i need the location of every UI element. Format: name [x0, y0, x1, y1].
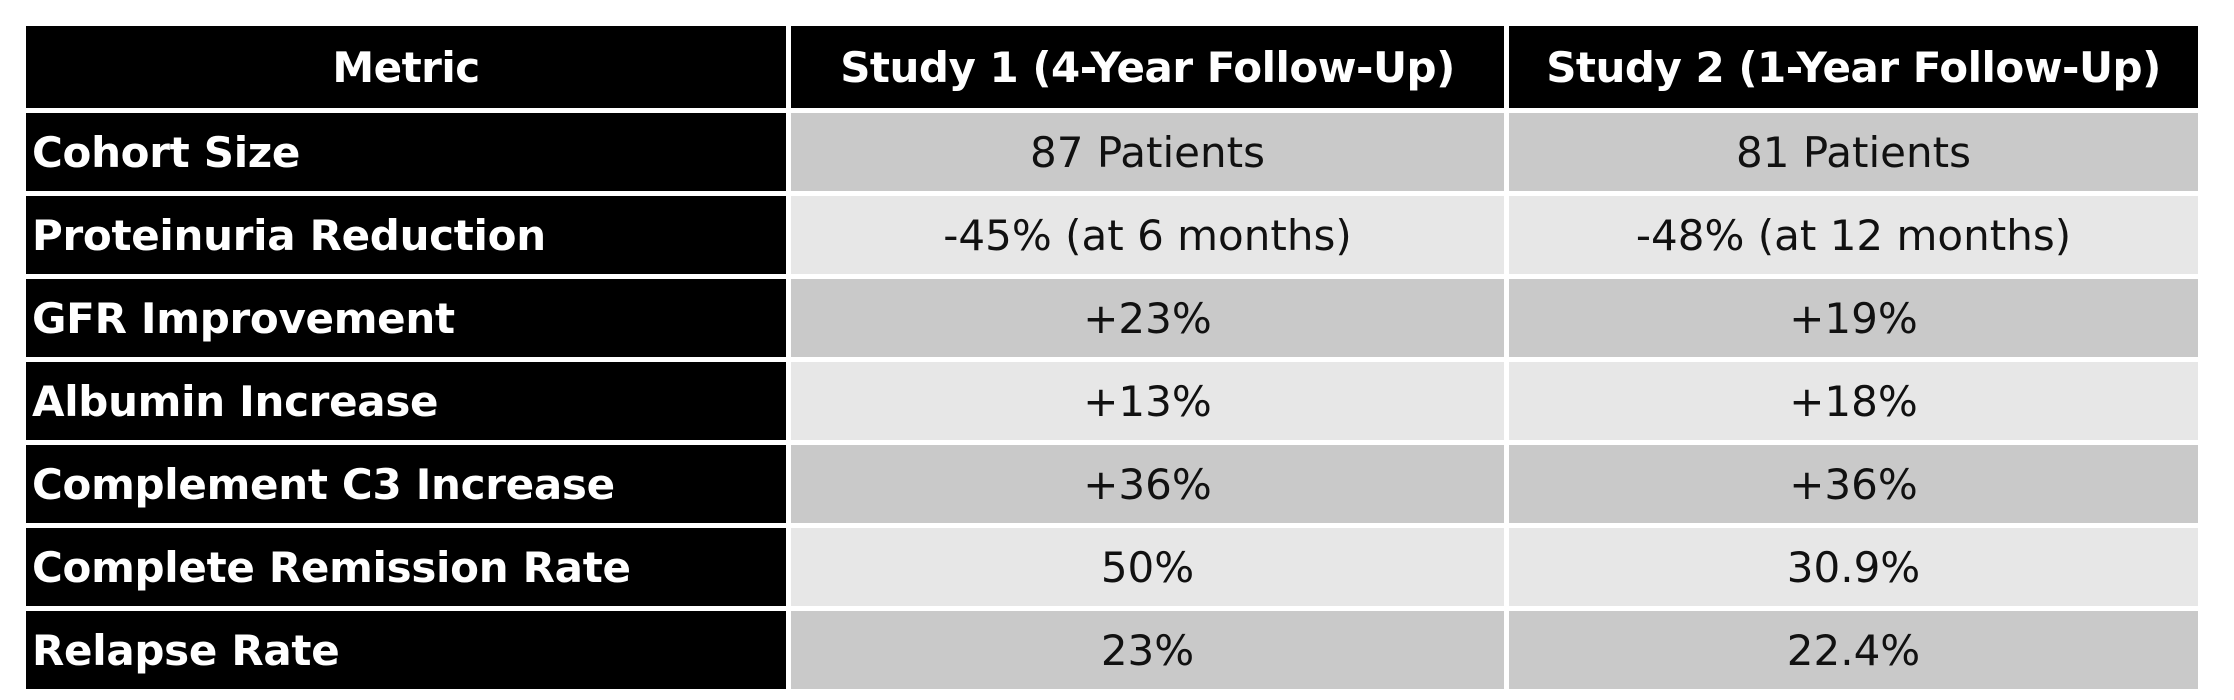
- cell-proteinuria-reduction-study-2: -48% (at 12 months): [1509, 196, 2198, 274]
- cell-cohort-size-study-1: 87 Patients: [791, 113, 1504, 191]
- cell-cohort-size-study-2: 81 Patients: [1509, 113, 2198, 191]
- cell-proteinuria-reduction-study-1: -45% (at 6 months): [791, 196, 1504, 274]
- cell-gfr-improvement-study-1: +23%: [791, 279, 1504, 357]
- cell-gfr-improvement-study-2: +19%: [1509, 279, 2198, 357]
- cell-relapse-rate-study-1: 23%: [791, 611, 1504, 689]
- row-label-relapse-rate: Relapse Rate: [26, 611, 786, 689]
- row-label-albumin-increase: Albumin Increase: [26, 362, 786, 440]
- cell-complement-c3-increase-study-2: +36%: [1509, 445, 2198, 523]
- header-study-2: Study 2 (1-Year Follow-Up): [1509, 26, 2198, 108]
- row-label-cohort-size: Cohort Size: [26, 113, 786, 191]
- header-metric: Metric: [26, 26, 786, 108]
- cell-albumin-increase-study-1: +13%: [791, 362, 1504, 440]
- cell-complete-remission-rate-study-1: 50%: [791, 528, 1504, 606]
- cell-relapse-rate-study-2: 22.4%: [1509, 611, 2198, 689]
- row-label-gfr-improvement: GFR Improvement: [26, 279, 786, 357]
- cell-complete-remission-rate-study-2: 30.9%: [1509, 528, 2198, 606]
- cell-complement-c3-increase-study-1: +36%: [791, 445, 1504, 523]
- header-study-1: Study 1 (4-Year Follow-Up): [791, 26, 1504, 108]
- cell-albumin-increase-study-2: +18%: [1509, 362, 2198, 440]
- row-label-complement-c3-increase: Complement C3 Increase: [26, 445, 786, 523]
- comparison-table: Metric Study 1 (4-Year Follow-Up) Study …: [26, 26, 2198, 689]
- row-label-complete-remission-rate: Complete Remission Rate: [26, 528, 786, 606]
- row-label-proteinuria-reduction: Proteinuria Reduction: [26, 196, 786, 274]
